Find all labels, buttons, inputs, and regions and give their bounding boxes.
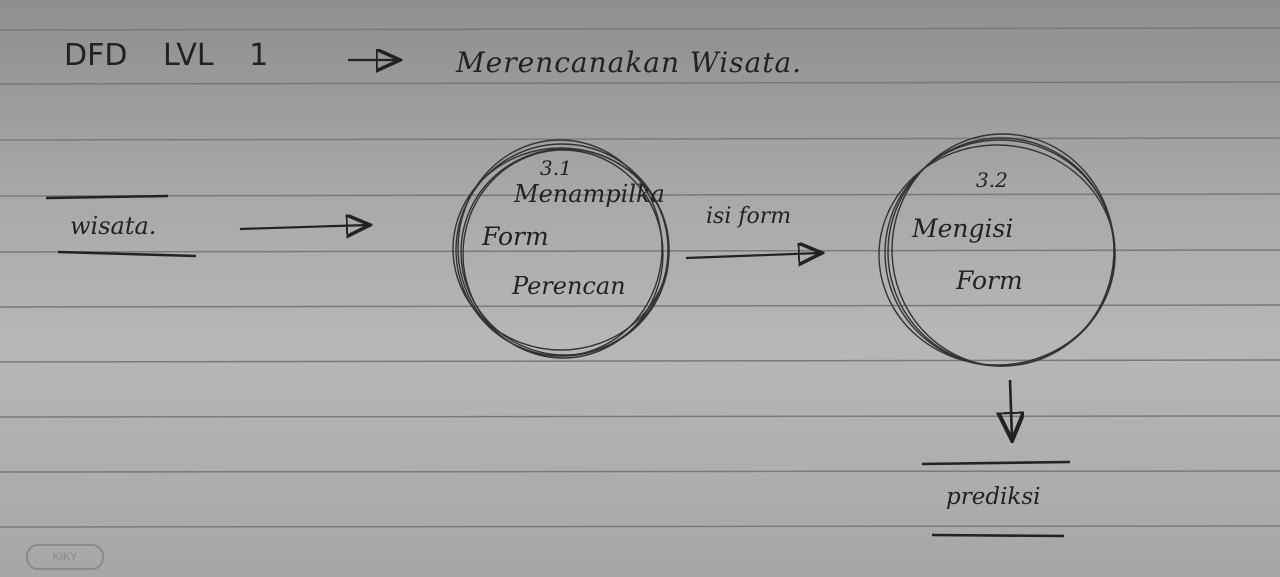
diagram-title-right: Merencanakan Wisata. [456,46,803,79]
flow-arrow-process-1-to-process-2 [685,253,820,258]
process-3-2-circle [878,133,1116,367]
flow-label-between-processes: isi form [706,204,792,229]
process-3-2-number: 3.2 [976,168,1008,192]
process-3-1-line-1: Menampilka [514,180,665,208]
process-3-1-line-3: Perencan [512,272,626,300]
process-3-2-line-2: Form [956,266,1023,295]
flow-arrow-source-to-process-1 [239,225,368,229]
entity-source-bottom-line [57,250,197,258]
process-3-2-line-1: Mengisi [912,214,1014,243]
entity-sink-label: prediksi [946,484,1041,510]
process-3-1-circle [452,139,670,359]
entity-source-label: wisata. [70,212,157,240]
entity-sink-top-line [921,460,1071,466]
brand-badge: KIKY [26,544,104,570]
entity-source-top-line [45,194,169,200]
process-3-1-line-2: Form [482,222,549,251]
process-3-1-number: 3.1 [540,156,572,180]
diagram-title-left: DFD LVL 1 [64,38,269,73]
flow-arrow-process-2-to-sink [1010,379,1012,438]
entity-sink-bottom-line [931,533,1065,538]
